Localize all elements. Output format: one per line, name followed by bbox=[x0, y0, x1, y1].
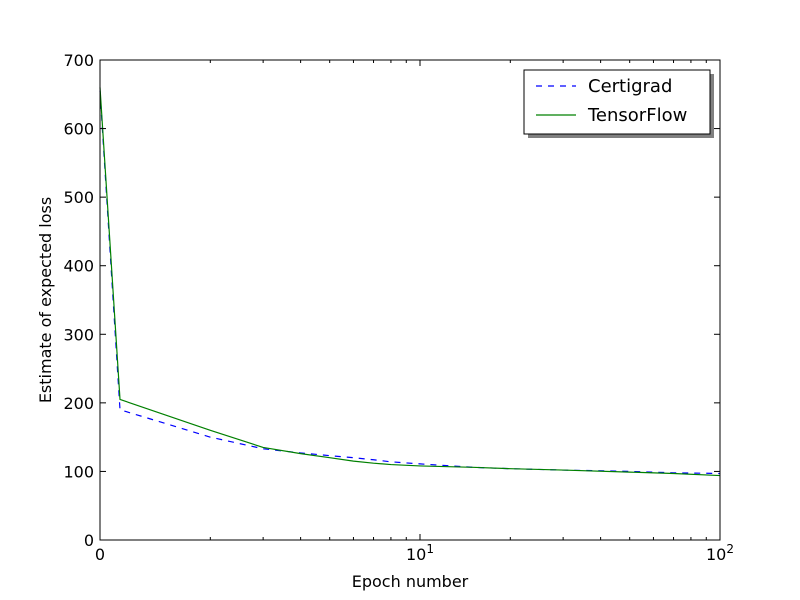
y-tick-label: 500 bbox=[63, 188, 94, 207]
series-line-tensorflow bbox=[99, 87, 721, 477]
y-tick-label: 200 bbox=[63, 394, 94, 413]
x-tick-exponent: 1 bbox=[426, 542, 434, 556]
y-axis-title: Estimate of expected loss bbox=[36, 197, 55, 403]
legend: Certigrad TensorFlow bbox=[523, 69, 714, 138]
y-tick-label: 600 bbox=[63, 120, 94, 139]
plot-lines bbox=[99, 87, 721, 477]
y-tick-label: 100 bbox=[63, 462, 94, 481]
x-axis-title: Epoch number bbox=[352, 572, 469, 591]
x-tick-exponent: 2 bbox=[726, 542, 734, 556]
legend-box bbox=[523, 69, 711, 135]
legend-label-tensorflow: TensorFlow bbox=[587, 105, 687, 126]
y-tick-label: 0 bbox=[84, 531, 94, 550]
y-tick-label: 300 bbox=[63, 325, 94, 344]
plot-frame bbox=[99, 59, 721, 541]
y-tick-label: 700 bbox=[63, 51, 94, 70]
x-tick-label: 0 bbox=[95, 545, 105, 564]
y-tick-label: 400 bbox=[63, 257, 94, 276]
legend-label-certigrad: Certigrad bbox=[588, 76, 672, 97]
